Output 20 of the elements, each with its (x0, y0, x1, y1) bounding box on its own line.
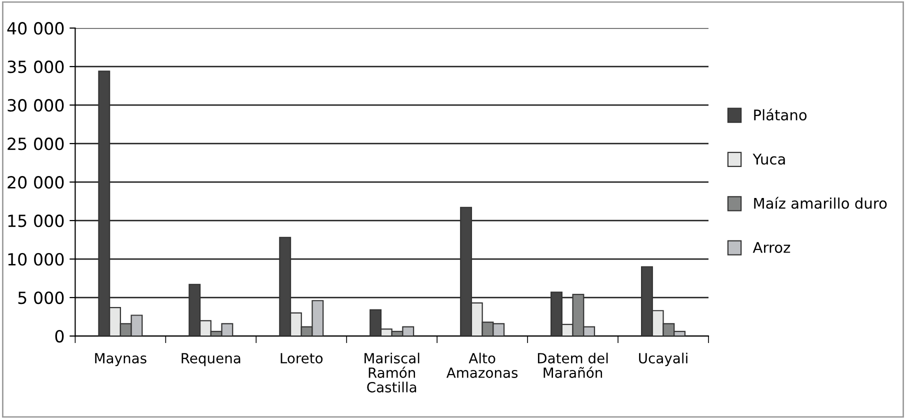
y-tick-label: 25 000 (8, 138, 64, 150)
y-tick-label: 10 000 (8, 253, 64, 266)
x-tick-label: Datem del Marañón (538, 352, 608, 378)
x-tick-label: Mariscal Ramón Castilla (364, 352, 420, 392)
y-tick-label: 35 000 (8, 60, 64, 74)
legend-label: Maíz amarillo duro (754, 196, 887, 209)
y-tick-label: 5 000 (18, 292, 64, 304)
x-tick-label: Requena (182, 353, 240, 366)
y-tick-label: 0 (55, 330, 64, 343)
legend-label: Arroz (752, 242, 790, 253)
y-tick-label: 20 000 (8, 176, 64, 189)
x-tick-label: Ucayali (639, 352, 688, 366)
legend-label: Plátano (754, 108, 807, 120)
y-tick-label: 30 000 (8, 99, 64, 112)
x-tick-label: Loreto (280, 353, 323, 364)
x-tick-label: Alto Amazonas (446, 352, 518, 378)
legend-label: Yuca (752, 154, 785, 165)
y-tick-label: 15 000 (8, 214, 64, 228)
y-tick-label: 40 000 (7, 22, 64, 35)
x-tick-label: Maynas (95, 353, 146, 366)
